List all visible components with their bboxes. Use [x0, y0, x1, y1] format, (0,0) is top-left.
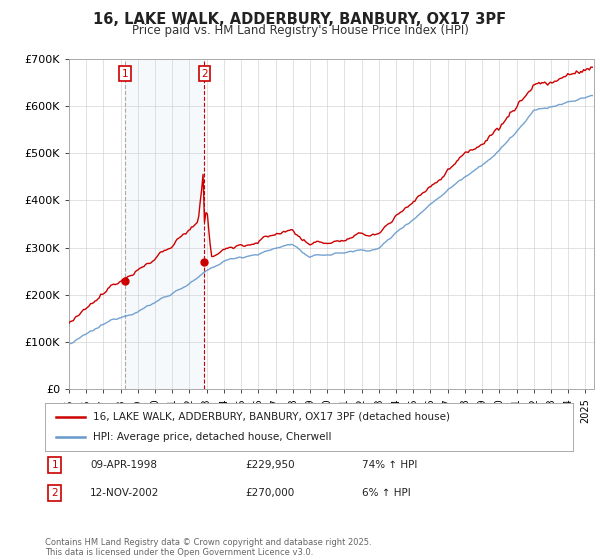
Text: 16, LAKE WALK, ADDERBURY, BANBURY, OX17 3PF: 16, LAKE WALK, ADDERBURY, BANBURY, OX17 … [94, 12, 506, 27]
Text: 2: 2 [52, 488, 58, 498]
Bar [125, 59, 205, 389]
Text: £229,950: £229,950 [245, 460, 295, 470]
Text: £270,000: £270,000 [245, 488, 295, 498]
Text: 1: 1 [122, 69, 128, 79]
Text: 09-APR-1998: 09-APR-1998 [90, 460, 157, 470]
Text: 74% ↑ HPI: 74% ↑ HPI [362, 460, 417, 470]
Text: 16, LAKE WALK, ADDERBURY, BANBURY, OX17 3PF (detached house): 16, LAKE WALK, ADDERBURY, BANBURY, OX17 … [92, 412, 449, 422]
Text: 12-NOV-2002: 12-NOV-2002 [90, 488, 159, 498]
Text: 1: 1 [52, 460, 58, 470]
Text: 2: 2 [201, 69, 208, 79]
Text: 6% ↑ HPI: 6% ↑ HPI [362, 488, 410, 498]
Text: Contains HM Land Registry data © Crown copyright and database right 2025.
This d: Contains HM Land Registry data © Crown c… [45, 538, 371, 557]
Text: Price paid vs. HM Land Registry's House Price Index (HPI): Price paid vs. HM Land Registry's House … [131, 24, 469, 36]
Text: HPI: Average price, detached house, Cherwell: HPI: Average price, detached house, Cher… [92, 432, 331, 442]
